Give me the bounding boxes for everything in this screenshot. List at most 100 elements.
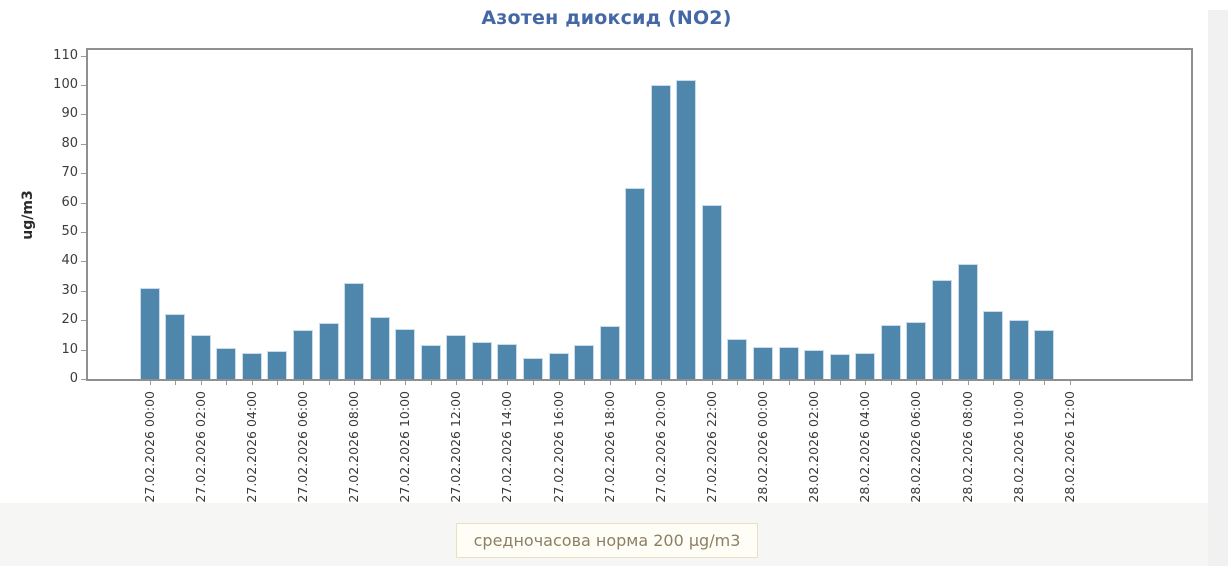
x-tick-mark	[226, 381, 228, 385]
y-tick-mark	[81, 84, 86, 86]
y-tick-mark	[81, 55, 86, 57]
bar	[880, 324, 901, 379]
bar	[420, 345, 441, 379]
x-tick-mark	[839, 381, 841, 385]
bar	[216, 348, 237, 379]
bar	[574, 345, 595, 379]
y-tick-label: 110	[53, 47, 78, 63]
x-tick-label: 28.02.2026 04:00	[857, 391, 873, 503]
x-tick-mark	[302, 381, 304, 385]
x-tick-mark	[814, 381, 816, 385]
x-tick-mark	[405, 381, 407, 385]
x-tick-mark	[507, 381, 509, 385]
x-tick-mark	[354, 381, 356, 385]
x-tick-mark	[1069, 381, 1071, 385]
bar	[1034, 330, 1055, 379]
x-tick-mark	[916, 381, 918, 385]
bar	[1008, 320, 1029, 379]
x-tick-label: 27.02.2026 08:00	[346, 391, 362, 503]
x-tick-label: 28.02.2026 02:00	[806, 391, 822, 503]
x-tick-mark	[430, 381, 432, 385]
y-tick-label: 10	[61, 341, 78, 357]
x-tick-label: 28.02.2026 08:00	[959, 391, 975, 503]
x-tick-mark	[660, 381, 662, 385]
bar	[139, 287, 160, 379]
x-tick-label: 27.02.2026 20:00	[652, 391, 668, 503]
y-tick-mark	[81, 261, 86, 263]
y-tick-label: 50	[61, 223, 78, 239]
x-tick-mark	[1044, 381, 1046, 385]
bar	[241, 352, 262, 379]
x-tick-mark	[763, 381, 765, 385]
x-tick-label: 27.02.2026 22:00	[703, 391, 719, 503]
y-tick-mark	[81, 114, 86, 116]
bar	[676, 80, 697, 379]
bar	[701, 205, 722, 379]
y-tick-label: 100	[53, 76, 78, 92]
bar	[625, 187, 646, 379]
x-tick-mark	[481, 381, 483, 385]
x-tick-label: 27.02.2026 14:00	[499, 391, 515, 503]
bar	[292, 330, 313, 379]
y-axis-title: ug/m3	[20, 190, 36, 240]
bar	[497, 343, 518, 379]
x-tick-mark	[379, 381, 381, 385]
x-tick-label: 28.02.2026 12:00	[1061, 391, 1077, 503]
bar	[267, 351, 288, 379]
bar	[318, 323, 339, 379]
y-tick-label: 0	[69, 371, 78, 386]
x-tick-label: 27.02.2026 00:00	[141, 391, 157, 503]
bar	[650, 84, 671, 379]
bar	[983, 311, 1004, 379]
x-tick-label: 28.02.2026 00:00	[755, 391, 771, 503]
x-tick-mark	[890, 381, 892, 385]
bar	[599, 326, 620, 379]
y-tick-mark	[81, 143, 86, 145]
y-tick-mark	[81, 202, 86, 204]
y-tick-label: 30	[61, 282, 78, 298]
y-tick-label: 90	[61, 106, 78, 122]
x-tick-mark	[328, 381, 330, 385]
x-tick-mark	[175, 381, 177, 385]
y-tick-label: 70	[61, 165, 78, 181]
y-tick-mark	[81, 349, 86, 351]
x-tick-mark	[635, 381, 637, 385]
bar	[446, 334, 467, 379]
bar	[190, 334, 211, 379]
bar	[931, 280, 952, 379]
y-tick-label: 60	[61, 194, 78, 210]
x-tick-mark	[967, 381, 969, 385]
bar	[471, 342, 492, 379]
x-tick-label: 28.02.2026 10:00	[1010, 391, 1026, 503]
y-tick-mark	[81, 320, 86, 322]
x-tick-mark	[558, 381, 560, 385]
x-tick-mark	[865, 381, 867, 385]
x-tick-label: 27.02.2026 18:00	[601, 391, 617, 503]
bar	[778, 346, 799, 379]
norm-badge: средночасова норма 200 µg/m3	[456, 523, 758, 558]
bar	[727, 339, 748, 379]
bar	[344, 283, 365, 379]
x-tick-mark	[1018, 381, 1020, 385]
bar	[369, 317, 390, 379]
bar	[957, 264, 978, 379]
y-tick-label: 40	[61, 253, 78, 269]
bar	[753, 346, 774, 379]
y-tick-mark	[81, 379, 86, 380]
x-tick-label: 27.02.2026 12:00	[448, 391, 464, 503]
bar	[906, 321, 927, 379]
x-tick-mark	[686, 381, 688, 385]
x-tick-mark	[533, 381, 534, 385]
x-tick-mark	[609, 381, 611, 385]
bar	[165, 314, 186, 379]
x-tick-mark	[251, 381, 253, 385]
bar	[523, 358, 543, 379]
bar	[804, 349, 825, 379]
x-tick-label: 27.02.2026 04:00	[243, 391, 259, 503]
x-tick-mark	[456, 381, 458, 385]
x-tick-mark	[941, 381, 943, 385]
chart-title: Азотен диоксид (NO2)	[481, 7, 732, 29]
y-tick-mark	[81, 231, 86, 233]
bar	[548, 352, 569, 379]
